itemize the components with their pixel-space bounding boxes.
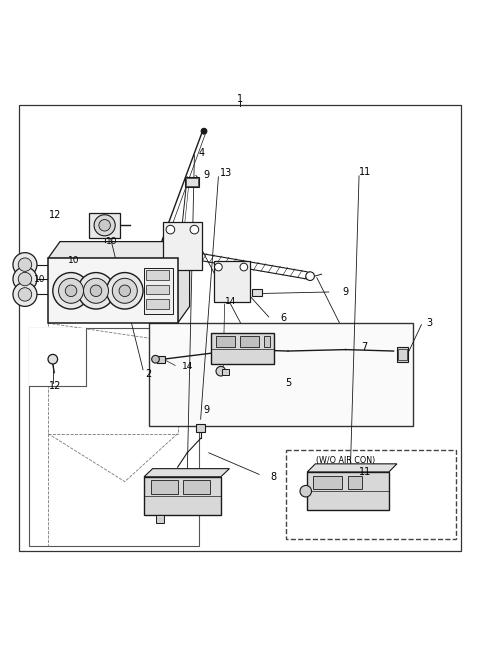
Circle shape [152,356,159,363]
Bar [214,261,250,302]
Circle shape [13,267,37,291]
Bar [183,480,210,493]
Text: 12: 12 [49,380,61,390]
Text: 13: 13 [219,169,232,178]
Text: 10: 10 [34,276,46,285]
Bar [397,347,408,361]
Text: 14: 14 [225,297,236,306]
Bar [211,333,274,364]
Polygon shape [48,241,190,258]
Text: 7: 7 [361,342,368,352]
Circle shape [166,225,175,234]
Text: 5: 5 [285,379,291,388]
Bar [151,480,178,493]
Circle shape [84,278,108,303]
Bar [144,477,221,515]
Bar [186,178,198,186]
Circle shape [215,263,222,271]
Text: 4: 4 [199,148,204,158]
Text: 9: 9 [343,287,348,297]
Circle shape [94,215,115,236]
Circle shape [78,272,114,309]
Circle shape [216,367,226,376]
Text: 8: 8 [271,472,276,482]
Circle shape [13,253,37,277]
Circle shape [59,278,84,303]
Bar [264,336,270,347]
Circle shape [18,288,32,301]
Bar [252,289,262,297]
Bar [196,424,205,432]
Circle shape [90,285,102,297]
Circle shape [300,485,312,497]
Circle shape [99,220,110,231]
Circle shape [190,225,199,234]
Text: 9: 9 [204,405,209,415]
Text: 6: 6 [280,314,286,323]
Circle shape [107,272,143,309]
Bar [157,356,165,363]
Bar [146,285,169,295]
Bar [348,476,362,489]
Text: 2: 2 [145,369,152,379]
Bar [163,222,202,270]
Text: 10: 10 [106,237,118,246]
Text: 11: 11 [359,467,371,477]
Text: 12: 12 [49,210,61,220]
Bar [146,270,169,280]
Bar [146,299,169,309]
Circle shape [65,285,77,297]
Bar [156,515,164,523]
Bar [313,476,342,489]
Text: 3: 3 [427,318,432,328]
Circle shape [18,258,32,272]
Text: 10: 10 [68,256,79,265]
Bar [398,348,407,360]
Bar [29,328,199,546]
Text: 1: 1 [237,94,243,104]
Bar [216,336,235,347]
Bar [307,472,389,510]
Circle shape [13,282,37,306]
Text: (W/O AIR CON): (W/O AIR CON) [316,455,375,464]
Circle shape [119,285,131,297]
Bar [144,268,173,314]
Circle shape [201,129,207,134]
Circle shape [112,278,137,303]
Text: 14: 14 [181,362,193,371]
Bar [29,328,86,386]
Bar [185,177,199,188]
Polygon shape [307,464,397,472]
Polygon shape [178,241,190,323]
Bar [222,369,229,375]
Bar [89,213,120,237]
Bar [149,323,413,426]
Bar [48,258,178,323]
Polygon shape [144,468,229,477]
Circle shape [48,354,58,364]
Circle shape [240,263,248,271]
Text: 9: 9 [204,171,209,180]
Circle shape [18,272,32,286]
Circle shape [306,272,314,281]
Bar [240,336,259,347]
Bar [286,451,456,539]
Text: 11: 11 [359,167,371,177]
Circle shape [53,272,89,309]
